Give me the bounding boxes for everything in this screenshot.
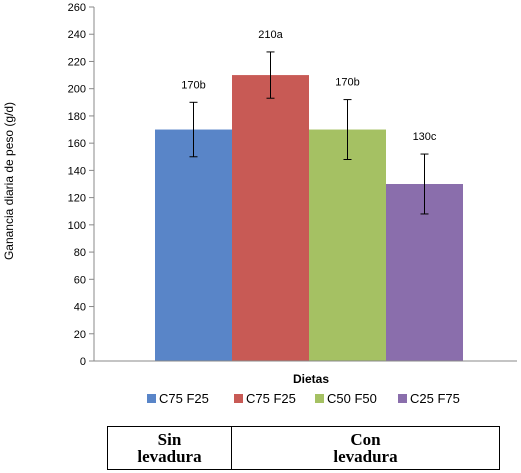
- group-cell-line: Sin: [157, 430, 182, 449]
- y-tick-label: 80: [74, 247, 86, 259]
- data-label: 130c: [413, 131, 437, 143]
- y-axis-title: Ganancia diaria de peso (g/d): [2, 102, 16, 260]
- x-axis-title: Dietas: [293, 372, 329, 386]
- group-row: Sin levadura Con levadura: [107, 426, 500, 470]
- group-cell-line: levadura: [333, 447, 398, 466]
- y-tick-label: 120: [68, 193, 86, 205]
- y-axis-ticks: 0 20 40 60 80 100 120 140 160 180 200 220 240 260: [68, 2, 94, 368]
- legend-swatch: [315, 394, 324, 403]
- y-tick-label: 260: [68, 2, 86, 14]
- legend-swatch: [147, 394, 156, 403]
- group-table: Sin levadura Con levadura: [107, 426, 500, 470]
- bar: [232, 75, 309, 362]
- y-tick-label: 240: [68, 29, 86, 41]
- legend-swatch: [398, 394, 407, 403]
- group-cell-sin-levadura: Sin levadura: [107, 426, 232, 470]
- error-bars: [189, 51, 429, 215]
- y-tick-label: 60: [74, 274, 86, 286]
- data-label: 170b: [335, 77, 359, 89]
- bars: [155, 75, 463, 362]
- group-cell-line: Con: [350, 430, 381, 449]
- y-tick-label: 220: [68, 56, 86, 68]
- y-tick-label: 160: [68, 138, 86, 150]
- legend-label: C75 F25: [159, 391, 209, 406]
- legend-swatch: [234, 394, 243, 403]
- y-tick-label: 140: [68, 165, 86, 177]
- data-label: 210a: [258, 29, 283, 41]
- bar: [155, 129, 232, 361]
- legend: C75 F25 C75 F25 C50 F50 C25 F75: [147, 391, 460, 406]
- group-cell-con-levadura: Con levadura: [231, 426, 500, 470]
- legend-label: C25 F75: [410, 391, 460, 406]
- y-tick-label: 100: [68, 220, 86, 232]
- y-tick-label: 20: [74, 329, 86, 341]
- group-cell-line: levadura: [137, 447, 202, 466]
- y-tick-label: 180: [68, 111, 86, 123]
- y-tick-label: 0: [80, 356, 86, 368]
- data-labels: 170b 210a 170b 130c: [181, 29, 437, 143]
- y-tick-label: 200: [68, 84, 86, 96]
- bar: [309, 129, 386, 361]
- legend-label: C75 F25: [246, 391, 296, 406]
- legend-label: C50 F50: [327, 391, 377, 406]
- data-label: 170b: [181, 79, 205, 91]
- y-tick-label: 40: [74, 302, 86, 314]
